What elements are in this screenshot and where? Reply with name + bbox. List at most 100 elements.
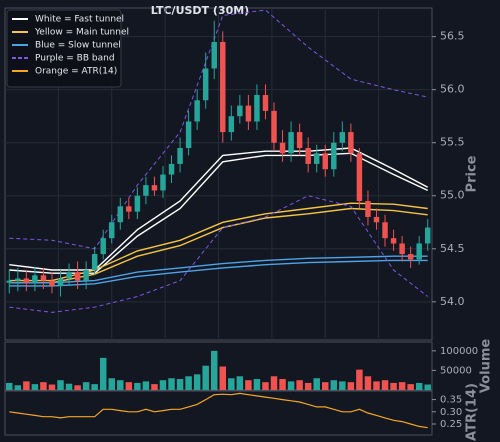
volume-bar [159, 380, 167, 390]
volume-bar [31, 384, 39, 390]
volume-bar [424, 384, 431, 390]
candle-body [194, 100, 200, 122]
legend-box [6, 9, 122, 88]
candle-body [83, 269, 89, 281]
volume-panel [4, 341, 433, 391]
candle-body [245, 105, 252, 122]
candle-body [202, 68, 209, 101]
y-tick-label: 0.30 [440, 407, 462, 418]
volume-bar [322, 382, 329, 390]
candle-body [262, 94, 269, 111]
y-tick-label: 55.5 [440, 136, 465, 149]
volume-bar [14, 385, 22, 390]
volume-bar [236, 376, 244, 390]
volume-bar [193, 374, 201, 390]
volume-bar [313, 378, 320, 390]
candle-body [348, 132, 354, 154]
legend-label: Yellow = Main tunnel [34, 28, 129, 38]
y-tick-label: 55.0 [440, 189, 465, 202]
candle-body [100, 238, 106, 255]
volume-bar [279, 379, 286, 390]
candle-body [185, 121, 192, 149]
volume-bar [228, 378, 235, 390]
volume-bar [74, 385, 81, 390]
candle-body [373, 216, 380, 223]
legend-label: Purple = BB band [35, 54, 115, 64]
band-line [9, 147, 429, 271]
band-line [9, 195, 429, 313]
volume-bar [117, 380, 124, 390]
candle-body [49, 280, 55, 286]
candle-body [365, 201, 371, 217]
volume-bar [253, 379, 261, 390]
band-line [9, 202, 428, 282]
candle-body [66, 272, 72, 279]
y-tick-label: 50000 [440, 365, 472, 376]
candle-body [313, 153, 320, 164]
volume-bar [304, 382, 312, 390]
candle-body [168, 163, 175, 175]
candle-body [228, 116, 235, 133]
candle-body [220, 41, 226, 133]
candle-body [331, 142, 337, 170]
candle-body [254, 94, 260, 122]
legend-label: White = Fast tunnel [35, 15, 124, 25]
volume-bar [99, 357, 107, 390]
volume-bar [185, 376, 192, 390]
volume-bar [415, 382, 423, 390]
volume-bar [407, 384, 414, 390]
candle-body [339, 132, 346, 143]
volume-bar [210, 350, 218, 390]
volume-bar [91, 384, 98, 390]
y-tick-label: 0.25 [440, 419, 462, 430]
candle-body [143, 185, 149, 196]
y-tick-label: 54.0 [440, 295, 465, 308]
candle-body [177, 148, 183, 164]
candle-body [160, 174, 166, 191]
candle-body [32, 275, 38, 283]
y-tick-label: 56.5 [440, 30, 465, 43]
volume-bar [390, 382, 397, 390]
volume-bar [151, 384, 158, 390]
candle-body [57, 278, 64, 286]
candle-body [305, 148, 311, 164]
candle-body [382, 222, 388, 239]
volume-bar [202, 365, 209, 390]
volume-bar [296, 380, 303, 390]
volume-bar [219, 366, 227, 390]
candle-body [15, 278, 21, 281]
volume-bar [48, 384, 56, 390]
y-tick-label: 54.5 [440, 242, 465, 255]
legend-label: Orange = ATR(14) [35, 67, 117, 77]
volume-bar [339, 381, 346, 390]
volume-bar [40, 382, 47, 390]
band-line [9, 207, 428, 284]
volume-bar [176, 379, 184, 390]
volume-bar [356, 369, 363, 390]
volume-bar [262, 382, 269, 390]
y-tick-label: 0.35 [440, 395, 462, 406]
candle-body [151, 185, 158, 191]
volume-bar [287, 381, 295, 390]
candle-body [134, 195, 141, 212]
candle-body [356, 153, 363, 202]
candle-body [40, 275, 47, 281]
volume-bar [381, 380, 389, 390]
candle-body [271, 110, 277, 143]
candle-body [288, 132, 294, 154]
volume-bar [142, 381, 150, 390]
chart-title: LTC/USDT (30M) [151, 4, 249, 17]
y-axis-label: ATR(14) [465, 383, 480, 441]
candle-body [126, 206, 132, 212]
y-tick-label: 100000 [440, 346, 478, 357]
candle-body [416, 243, 422, 260]
volume-bar [347, 382, 355, 390]
candle-body [237, 105, 243, 117]
volume-bar [364, 376, 372, 390]
candle-body [117, 206, 124, 223]
candle-body [23, 278, 30, 283]
candle-body [296, 132, 303, 149]
candle-body [424, 227, 431, 244]
candle-body [407, 254, 414, 260]
candle-body [399, 243, 405, 255]
